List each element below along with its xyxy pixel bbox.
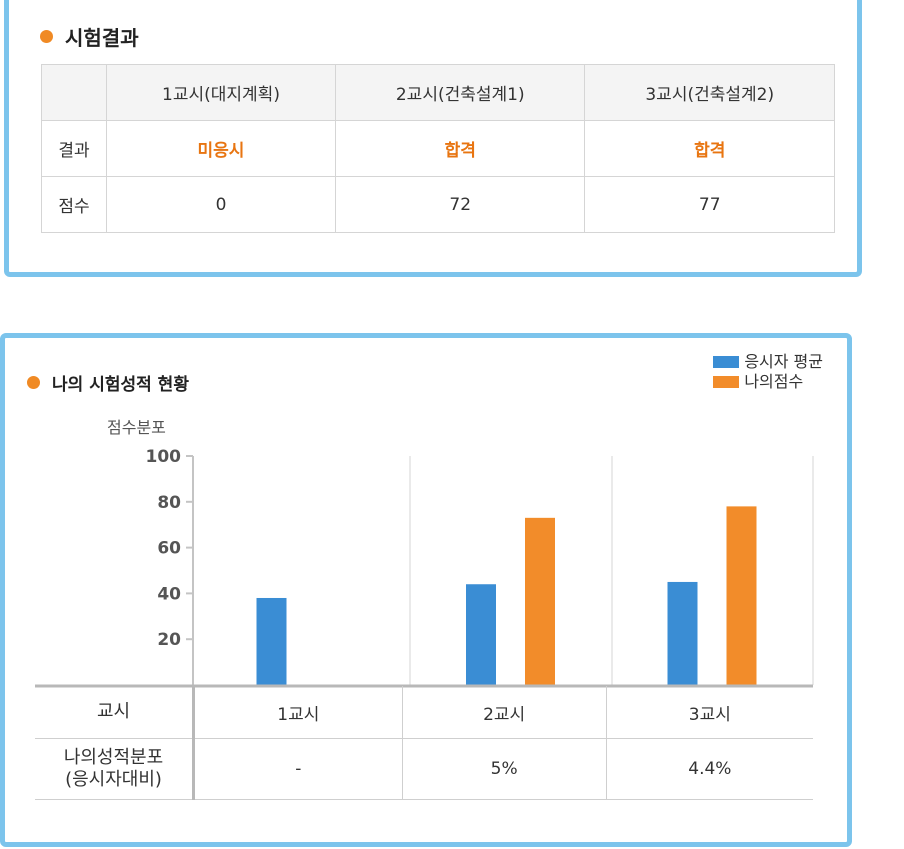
period-header: 교시 bbox=[35, 686, 195, 739]
distribution-value: 4.4% bbox=[606, 738, 813, 800]
bar-average bbox=[466, 584, 496, 685]
table-row: 나의성적분포 (응시자대비) - 5% 4.4% bbox=[35, 738, 813, 800]
bullet-dot-icon bbox=[40, 30, 53, 43]
result-status-cell: 합격 bbox=[334, 120, 586, 177]
period-label: 3교시 bbox=[606, 686, 813, 739]
legend-swatch-my-score bbox=[713, 376, 740, 388]
legend-item-my-score: 나의점수 bbox=[713, 372, 823, 392]
table-row: 교시 1교시 2교시 3교시 bbox=[35, 686, 813, 739]
bullet-dot-icon bbox=[27, 376, 40, 389]
period-label: 1교시 bbox=[193, 686, 403, 739]
header-cell: 2교시(건축설계1) bbox=[334, 64, 586, 121]
y-tick-label: 80 bbox=[157, 493, 181, 513]
table-row: 점수 0 72 77 bbox=[41, 176, 835, 233]
y-tick-label: 100 bbox=[146, 447, 182, 467]
row-label: 점수 bbox=[41, 176, 107, 233]
exam-result-panel: 시험결과 1교시(대지계획) 2교시(건축설계1) 3교시(건축설계2) 결과 … bbox=[4, 0, 862, 277]
header-cell: 1교시(대지계획) bbox=[106, 64, 336, 121]
bar-average bbox=[667, 581, 698, 685]
exam-result-title: 시험결과 bbox=[40, 22, 139, 51]
table-row: 결과 미응시 합격 합격 bbox=[41, 120, 835, 177]
header-cell: 3교시(건축설계2) bbox=[584, 64, 835, 121]
row-label: 결과 bbox=[41, 120, 107, 177]
bar-my-score bbox=[525, 517, 555, 685]
score-status-title-text: 나의 시험성적 현황 bbox=[52, 375, 189, 395]
distribution-value: - bbox=[193, 738, 403, 800]
distribution-label-line2: (응시자대비) bbox=[65, 769, 162, 790]
distribution-label-line1: 나의성적분포 bbox=[63, 747, 164, 768]
distribution-value: 5% bbox=[402, 738, 607, 800]
y-tick-label: 60 bbox=[157, 539, 181, 559]
y-tick-label: 20 bbox=[157, 630, 181, 650]
legend-item-average: 응시자 평균 bbox=[713, 352, 823, 372]
period-label: 2교시 bbox=[402, 686, 607, 739]
score-status-title: 나의 시험성적 현황 bbox=[27, 370, 189, 395]
result-status-cell: 합격 bbox=[584, 120, 835, 177]
y-tick-label: 40 bbox=[157, 584, 181, 604]
result-status-cell: 미응시 bbox=[106, 120, 336, 177]
bar-average bbox=[256, 597, 287, 685]
score-cell: 77 bbox=[584, 176, 835, 233]
score-cell: 72 bbox=[334, 176, 586, 233]
legend-label: 응시자 평균 bbox=[744, 352, 823, 371]
chart-legend: 응시자 평균 나의점수 bbox=[713, 352, 823, 392]
legend-swatch-average bbox=[713, 356, 740, 368]
score-bar-chart: 점수분포 20 40 60 80 100 bbox=[35, 418, 814, 688]
score-cell: 0 bbox=[106, 176, 336, 233]
legend-label: 나의점수 bbox=[744, 372, 804, 391]
table-header-row: 1교시(대지계획) 2교시(건축설계1) 3교시(건축설계2) bbox=[41, 64, 835, 121]
score-distribution-table: 교시 1교시 2교시 3교시 나의성적분포 (응시자대비) - 5% 4.4% bbox=[35, 686, 813, 800]
header-cell bbox=[41, 64, 107, 121]
exam-result-title-text: 시험결과 bbox=[65, 26, 139, 50]
exam-result-table: 1교시(대지계획) 2교시(건축설계1) 3교시(건축설계2) 결과 미응시 합… bbox=[41, 64, 835, 233]
bar-my-score bbox=[726, 506, 757, 685]
distribution-row-label: 나의성적분포 (응시자대비) bbox=[35, 738, 195, 800]
y-axis-label: 점수분포 bbox=[107, 418, 166, 437]
score-status-panel: 점수분포 20 40 60 80 100 나의 시험성적 현황 응시자 평균 나의점수 교… bbox=[0, 333, 852, 847]
